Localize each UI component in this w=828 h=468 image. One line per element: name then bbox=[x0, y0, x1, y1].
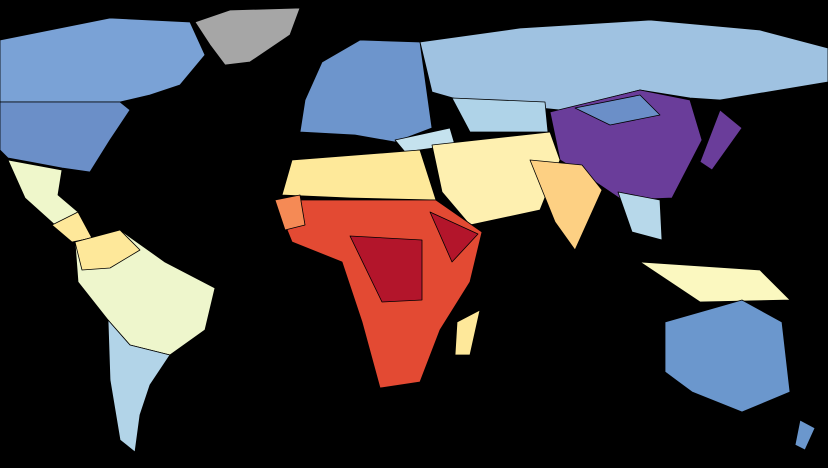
india bbox=[529, 159, 603, 251]
japan bbox=[699, 109, 743, 171]
north-africa bbox=[281, 149, 437, 201]
west-africa bbox=[274, 194, 306, 231]
central-africa bbox=[349, 235, 423, 303]
australia bbox=[664, 299, 791, 413]
new-zealand bbox=[794, 419, 816, 451]
usa bbox=[0, 101, 131, 173]
south-america-south bbox=[107, 319, 171, 453]
south-america-northwest bbox=[74, 229, 141, 271]
middle-east bbox=[431, 131, 561, 226]
indonesia bbox=[639, 261, 791, 303]
southeast-asia bbox=[617, 191, 663, 241]
madagascar bbox=[454, 309, 481, 356]
horn-of-africa bbox=[429, 211, 479, 263]
greenland bbox=[194, 7, 301, 66]
mongolia bbox=[574, 94, 661, 126]
